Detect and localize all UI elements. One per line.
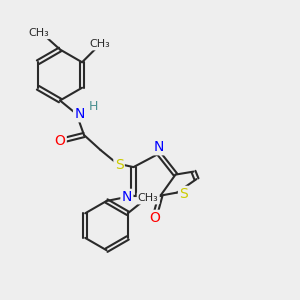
Text: O: O <box>150 211 160 225</box>
Text: O: O <box>55 134 65 148</box>
Text: N: N <box>122 190 132 204</box>
Text: CH₃: CH₃ <box>90 39 110 49</box>
Text: N: N <box>74 107 85 121</box>
Text: H: H <box>88 100 98 113</box>
Text: S: S <box>179 187 188 201</box>
Text: CH₃: CH₃ <box>138 193 159 203</box>
Text: S: S <box>115 158 124 172</box>
Text: N: N <box>154 140 164 154</box>
Text: CH₃: CH₃ <box>28 28 50 38</box>
